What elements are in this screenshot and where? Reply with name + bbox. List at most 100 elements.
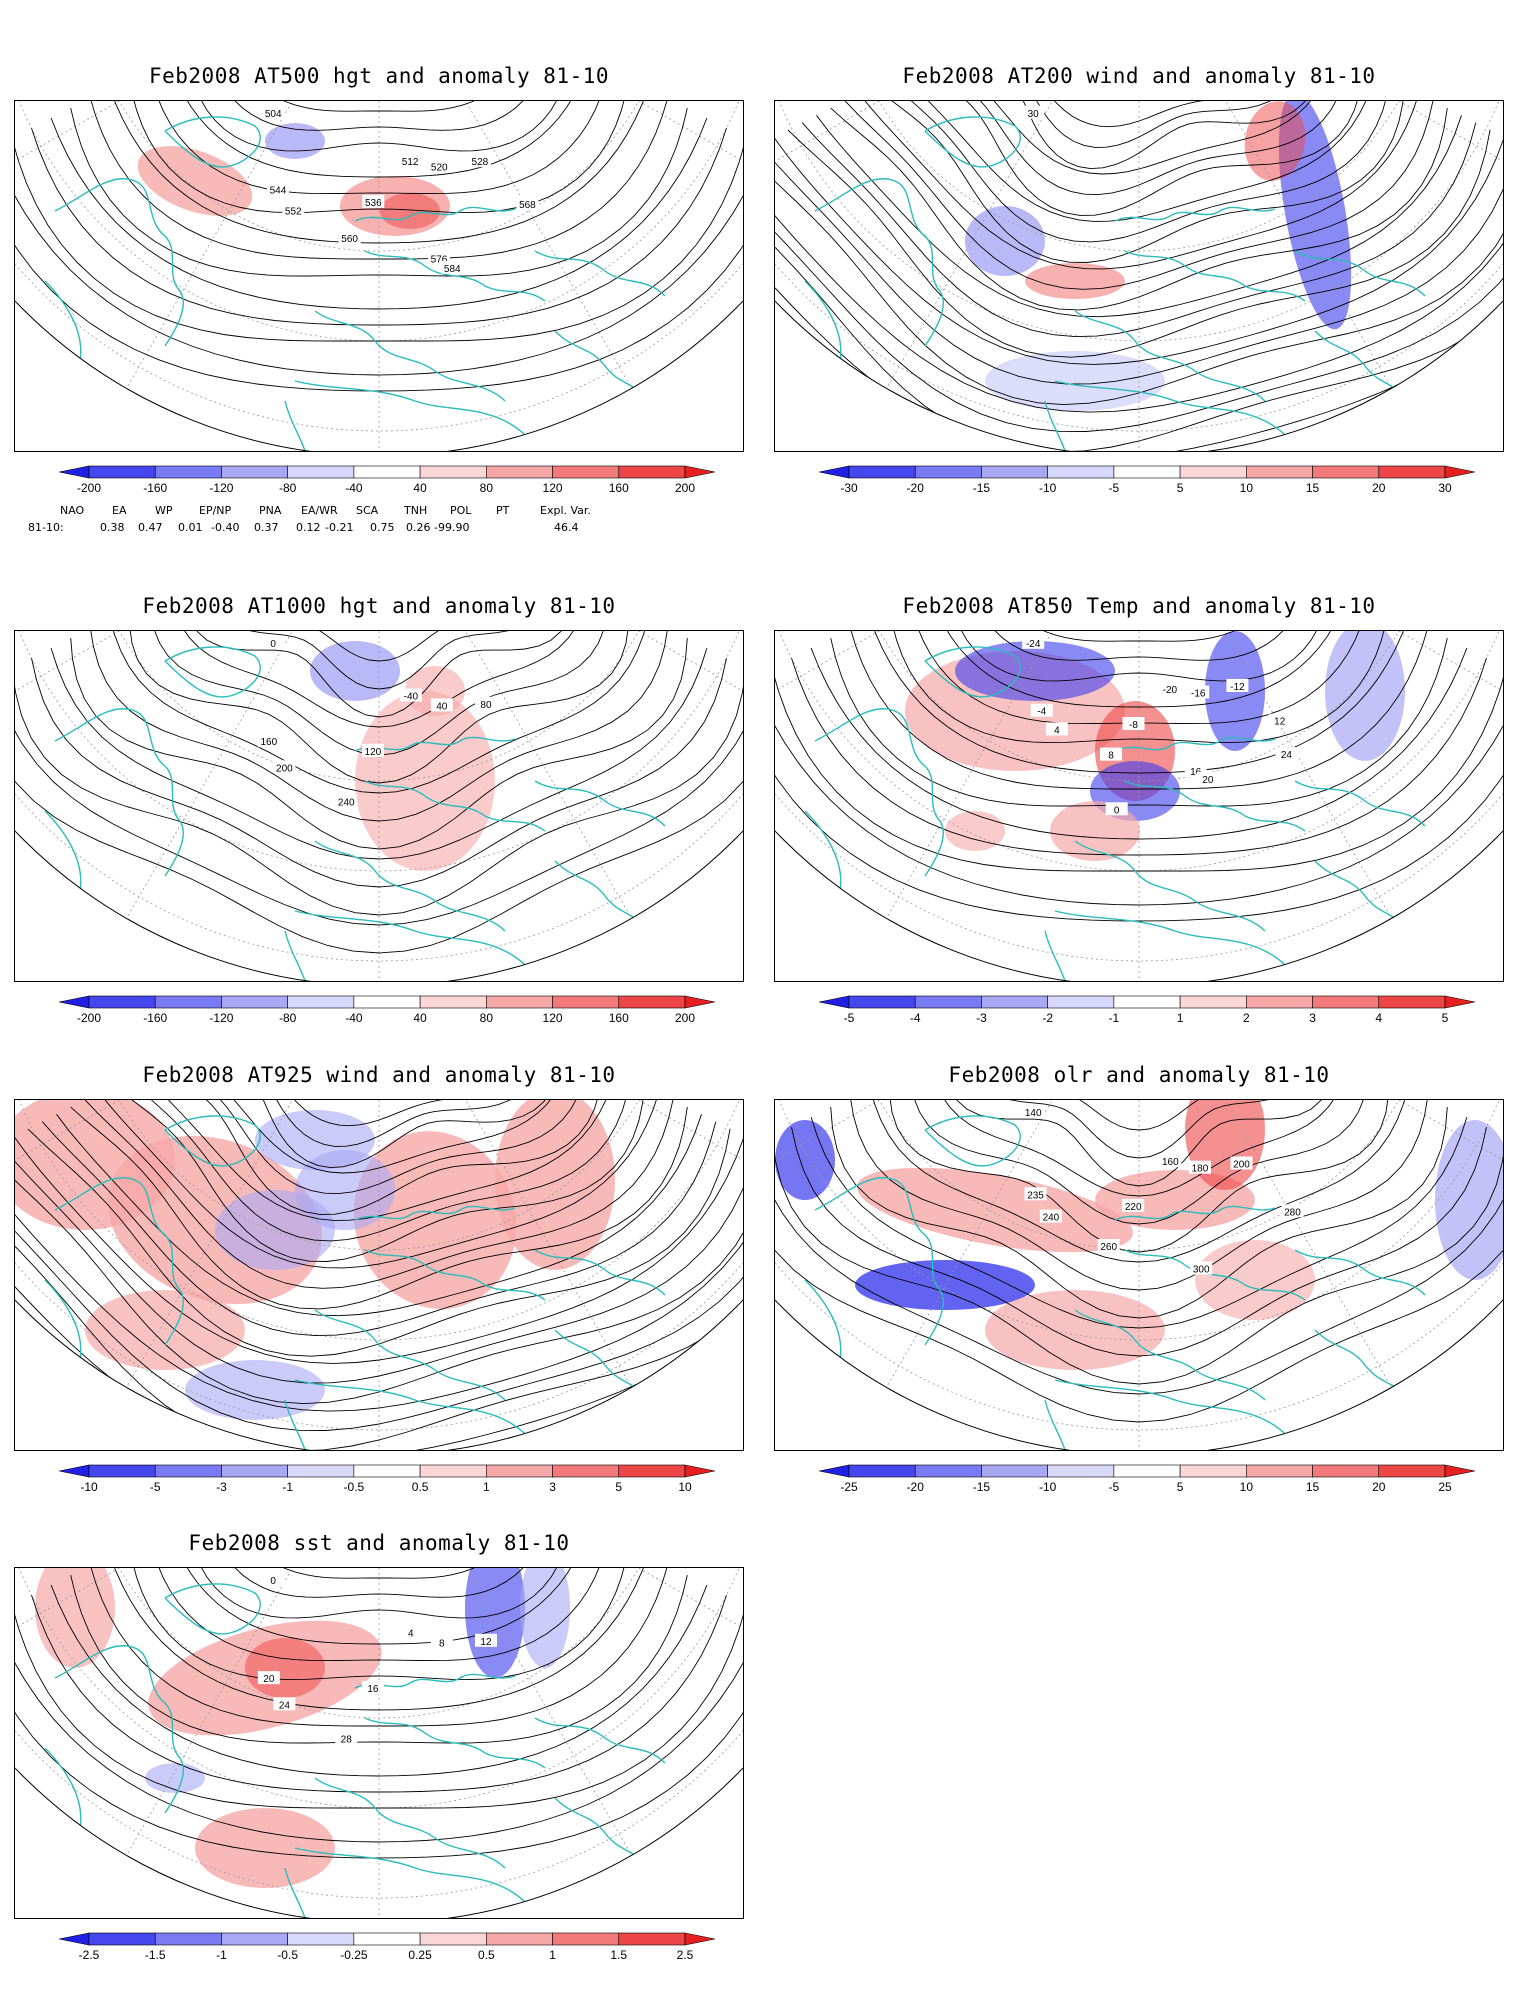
colorbar: -200 -160 -120 -80 -40 40 80 120 160 200 bbox=[58, 465, 716, 495]
colorbar-tick-label: 160 bbox=[609, 481, 629, 495]
map bbox=[14, 1099, 744, 1451]
map-svg: 30 bbox=[775, 101, 1503, 451]
contour-label-bg bbox=[474, 1633, 497, 1647]
panel-title: Feb2008 AT1000 hgt and anomaly 81-10 bbox=[142, 594, 616, 618]
colorbar-tick-label: 10 bbox=[1240, 1480, 1254, 1494]
streamline bbox=[944, 101, 1334, 175]
coastline bbox=[1294, 1249, 1426, 1296]
colorbar-tick-label: -10 bbox=[1039, 1480, 1057, 1494]
colorbar-tick-label: -80 bbox=[279, 481, 297, 495]
contour-line bbox=[947, 631, 1331, 682]
coastline bbox=[1124, 780, 1306, 832]
contour-label: 160 bbox=[260, 737, 277, 748]
contour-label-bg bbox=[430, 1635, 453, 1649]
index-value: -0.40 bbox=[211, 521, 240, 534]
coastline bbox=[364, 250, 546, 302]
contour-label-bg bbox=[282, 203, 305, 217]
contour-line bbox=[15, 687, 743, 954]
coastline bbox=[924, 646, 1021, 698]
colorbar-tick-label: 160 bbox=[609, 1011, 629, 1025]
map: -24 -20 -16 -12 -8 -4 4 8 12 16 20 24 0 bbox=[774, 630, 1504, 982]
streamline bbox=[801, 122, 1477, 338]
contour-label-bg bbox=[1105, 802, 1128, 816]
contour-label-bg bbox=[257, 1671, 280, 1685]
coastline bbox=[554, 1329, 646, 1401]
contour-line bbox=[227, 631, 531, 662]
contour-label: 180 bbox=[1192, 1164, 1209, 1175]
colorbar-tick-label: -1.5 bbox=[145, 1948, 166, 1962]
contour-line bbox=[775, 1136, 1503, 1385]
colorbar: -10 -5 -3 -1 -0.5 0.5 1 3 5 10 bbox=[58, 1464, 716, 1494]
streamline bbox=[56, 1114, 702, 1317]
contour-line bbox=[987, 1100, 1291, 1131]
colorbar-tick-label: 80 bbox=[480, 1011, 494, 1025]
streamline bbox=[775, 151, 1503, 406]
map: 0 -40 40 80 120 160 200 240 bbox=[14, 630, 744, 982]
contour-label: 240 bbox=[338, 797, 355, 808]
coastline bbox=[1124, 250, 1306, 302]
colorbar-swatch bbox=[88, 995, 156, 1009]
streamline bbox=[915, 101, 1363, 216]
contour-line bbox=[31, 657, 727, 888]
map-disc bbox=[15, 631, 743, 981]
anomaly-shading bbox=[145, 1763, 205, 1793]
colorbar-swatch bbox=[486, 465, 553, 479]
contour-label: 552 bbox=[285, 206, 302, 217]
index-header: EP/NP bbox=[199, 504, 232, 517]
index-value: 0.37 bbox=[254, 521, 279, 534]
streamline bbox=[887, 101, 1391, 243]
colorbar-tick-label: 40 bbox=[413, 481, 427, 495]
colorbar-tick-label: -40 bbox=[345, 1011, 363, 1025]
contour-line bbox=[15, 1604, 743, 1809]
colorbar-tick-label: 25 bbox=[1438, 1480, 1452, 1494]
contour-line bbox=[775, 687, 1503, 922]
colorbar-tick-label: 5 bbox=[615, 1480, 622, 1494]
coastline bbox=[1294, 250, 1426, 297]
colorbar-tick-label: -0.5 bbox=[344, 1480, 365, 1494]
index-header: WP bbox=[155, 504, 173, 517]
colorbar-swatch bbox=[88, 1464, 156, 1478]
contour-label: -8 bbox=[1129, 720, 1138, 731]
colorbar-swatch bbox=[486, 995, 553, 1009]
anomaly-shading bbox=[965, 206, 1045, 276]
coastline bbox=[814, 708, 944, 877]
contour-label-bg bbox=[399, 1625, 422, 1639]
contour-label: -4 bbox=[1037, 707, 1046, 718]
colorbar-tick-label: 1 bbox=[1177, 1011, 1184, 1025]
contour-line bbox=[168, 1568, 590, 1645]
contour-line bbox=[775, 677, 1503, 906]
colorbar-swatch bbox=[419, 1464, 487, 1478]
anomaly-shading bbox=[985, 351, 1165, 411]
contour-line bbox=[89, 631, 669, 822]
index-header: TNH bbox=[404, 504, 428, 517]
colorbar-tick-label: 5 bbox=[1442, 1011, 1449, 1025]
contour-label: 30 bbox=[1028, 109, 1040, 120]
contour-line bbox=[70, 1574, 688, 1744]
anomaly-shading bbox=[520, 1568, 570, 1668]
coastline bbox=[54, 178, 184, 347]
contour-line bbox=[791, 657, 1487, 856]
contour-label: -16 bbox=[1191, 689, 1206, 700]
colorbar-arrow-high bbox=[1444, 465, 1476, 479]
contour-line bbox=[775, 667, 1503, 872]
contour-label-bg bbox=[1268, 713, 1291, 727]
streamline bbox=[775, 136, 1503, 365]
contour-label-bg bbox=[335, 1731, 358, 1745]
index-value: 0.01 bbox=[178, 521, 203, 534]
colorbar-tick-label: -0.25 bbox=[340, 1948, 368, 1962]
index-value: 0.75 bbox=[370, 521, 395, 534]
colorbar-tick-label: -200 bbox=[77, 1011, 101, 1025]
meridian-line bbox=[378, 631, 640, 932]
colorbar-tick-label: -5 bbox=[1109, 1480, 1120, 1494]
colorbar-swatch bbox=[618, 465, 686, 479]
colorbar-swatch bbox=[419, 1932, 487, 1946]
contour-label-bg bbox=[1188, 1160, 1211, 1174]
anomaly-shading bbox=[265, 123, 325, 159]
panel-title: Feb2008 AT925 wind and anomaly 81-10 bbox=[142, 1063, 616, 1087]
index-value: -99.90 bbox=[434, 521, 470, 534]
contour-line bbox=[227, 101, 531, 112]
colorbar-swatch bbox=[221, 465, 288, 479]
streamline bbox=[775, 165, 1503, 432]
meridian-line bbox=[878, 1100, 1140, 1401]
panel-title: Feb2008 AT200 wind and anomaly 81-10 bbox=[902, 64, 1376, 88]
